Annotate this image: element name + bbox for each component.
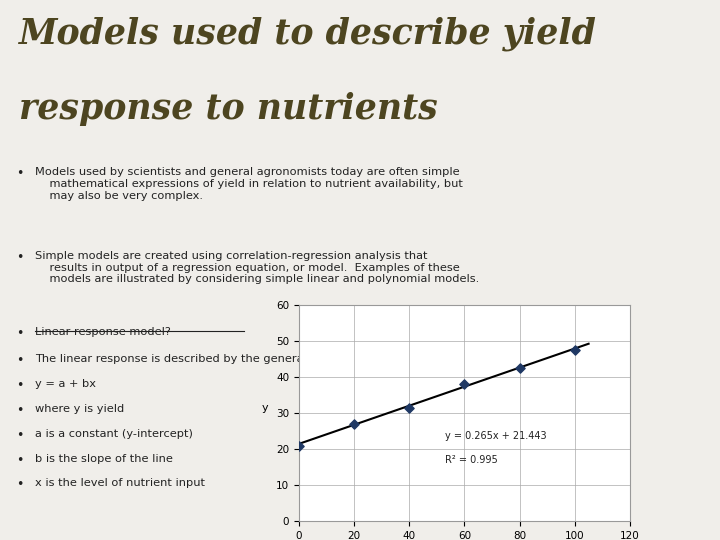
Text: The linear response is described by the general expression: The linear response is described by the … — [35, 354, 372, 364]
Text: •: • — [16, 429, 23, 442]
Text: Models used by scientists and general agronomists today are often simple
    mat: Models used by scientists and general ag… — [35, 167, 463, 200]
Point — [569, 346, 580, 354]
Point — [514, 364, 526, 373]
Text: where y is yield: where y is yield — [35, 404, 124, 414]
Text: Models used to describe yield: Models used to describe yield — [19, 16, 597, 51]
Text: b is the slope of the line: b is the slope of the line — [35, 454, 173, 464]
Text: •: • — [16, 251, 23, 264]
Text: Simple models are created using correlation-regression analysis that
    results: Simple models are created using correlat… — [35, 251, 479, 284]
Point — [403, 403, 415, 412]
Text: •: • — [16, 379, 23, 392]
Text: Linear response model?: Linear response model? — [35, 327, 171, 337]
Text: a is a constant (y-intercept): a is a constant (y-intercept) — [35, 429, 193, 439]
Text: y = a + bx: y = a + bx — [35, 379, 96, 389]
Text: •: • — [16, 354, 23, 367]
Text: •: • — [16, 167, 23, 180]
Point — [459, 380, 470, 389]
Text: R² = 0.995: R² = 0.995 — [444, 455, 498, 465]
Text: •: • — [16, 327, 23, 340]
Y-axis label: y: y — [261, 403, 268, 413]
Point — [293, 441, 305, 450]
Text: •: • — [16, 478, 23, 491]
Point — [348, 420, 360, 428]
Text: •: • — [16, 454, 23, 467]
Text: y = 0.265x + 21.443: y = 0.265x + 21.443 — [444, 431, 546, 441]
Text: response to nutrients: response to nutrients — [19, 92, 438, 126]
Text: x is the level of nutrient input: x is the level of nutrient input — [35, 478, 205, 489]
Text: •: • — [16, 404, 23, 417]
